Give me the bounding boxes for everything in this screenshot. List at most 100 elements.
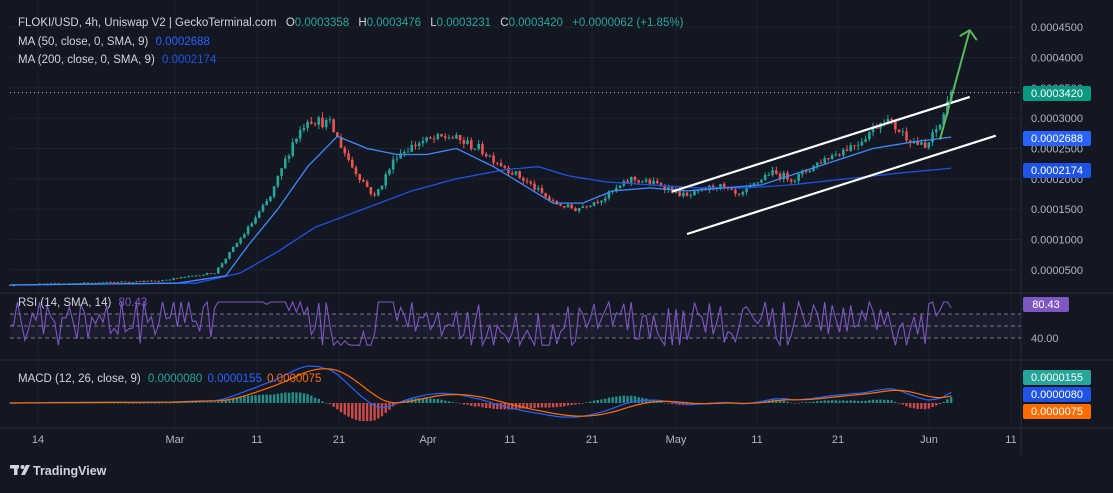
macd-hist-bar [890,400,893,403]
macd-hist-bar [886,399,890,403]
candle-body [804,170,808,172]
price-tick-label: 0.0002500 [1031,143,1083,155]
macd-hist-bar [280,393,283,403]
candle-body [187,275,190,278]
macd-hist-bar [198,402,201,403]
rsi-line [9,299,952,348]
price-scale[interactable]: 0.00045000.00040000.00035000.00030000.00… [1031,22,1083,277]
candle-body [120,281,123,283]
candle-body [607,191,611,199]
macd-hist-bar [507,403,510,410]
candle-body [135,281,138,283]
channel-upper-line[interactable] [671,95,971,193]
tradingview-logo[interactable]: TradingView [10,464,107,478]
macd-hist-bar [488,403,492,409]
candle-body [648,179,652,184]
macd-hist-bar [659,401,663,403]
macd-hist-bar [548,403,551,408]
candle-body [462,140,466,144]
candle-body [927,142,931,148]
trend-arrow[interactable] [939,29,971,140]
candle-body [399,153,402,159]
candle-body [287,155,291,159]
candle-body [332,119,335,133]
channel-lower-line[interactable] [686,134,997,236]
macd-hist-bar [589,401,592,403]
candle-body [894,120,897,130]
macd-hist-bar [674,403,678,405]
macd-hist-bar [875,399,878,403]
candle-body [324,120,328,128]
macd-hist-bar [276,393,280,403]
macd-hist-bar [626,395,629,403]
macd-hist-bar [109,402,112,404]
macd-hist-bar [533,403,536,409]
candle-body [429,137,432,139]
candle-body [451,137,454,139]
candle-body [830,155,834,160]
macd-hist-bar [339,403,343,413]
macd-hist-bar [804,402,808,403]
macd-hist-bar [302,393,306,403]
time-tick-label: Jun [920,434,938,446]
candle-body [834,154,838,156]
macd-hist-bar [343,403,346,415]
candle-body [871,126,875,133]
macd-hist-bar [254,395,257,403]
legend-macd[interactable]: MACD (12, 26, close, 9) 0.0000080 0.0000… [18,373,321,385]
candle-body [577,208,581,212]
candle-body [283,158,287,169]
time-scale[interactable]: 14 Mar 11 21 Apr 11 21 May 11 21 Jun 11 [32,434,1017,446]
candle-body [350,159,354,168]
macd-hist-bar [124,402,127,404]
candle-body [514,171,518,175]
candle-body [161,280,164,282]
macd-hist-bar [131,403,134,404]
macd-hist-bar [79,402,82,404]
candle-body [302,127,306,130]
candle-body [146,280,149,282]
macd-hist-bar [243,396,246,403]
macd-hist-bar [879,399,882,403]
ma50-line [9,135,952,286]
macd-hist-bar [856,400,860,403]
macd-hist-bar [139,403,142,404]
candle-body [373,193,376,196]
candle-body [280,168,283,176]
symbol-title: FLOKI/USD, 4h, Uniswap V2 | GeckoTermina… [18,17,277,29]
macd-hist-bar [678,403,681,406]
candle-body [897,129,901,132]
candle-body [711,185,715,189]
macd-hist-bar [150,402,153,404]
legend-rsi[interactable]: RSI (14, SMA, 14) 80.43 [18,297,147,309]
macd-hist-bar [566,403,570,406]
legend-ma200[interactable]: MA (200, close, 0, SMA, 9) 0.0002174 [18,54,217,66]
svg-text:0.0002688: 0.0002688 [1031,133,1083,145]
candle-body [886,119,890,124]
candle-body [916,141,919,145]
macd-hist-bar [946,399,949,403]
candle-body [94,282,97,284]
macd-hist-bar [793,403,797,404]
macd-hist-bar [670,403,674,405]
time-tick-label: 11 [251,434,262,446]
time-tick-label: Apr [419,434,436,446]
candle-body [421,141,425,144]
macd-hist-bar [269,394,272,403]
macd-hist-bar [853,400,856,403]
candle-body [384,174,388,186]
macd-hist-bar [938,403,942,404]
candle-body [827,158,830,160]
macd-hist-bar [161,402,164,404]
legend-symbol-line[interactable]: FLOKI/USD, 4h, Uniswap V2 | GeckoTermina… [18,17,684,29]
candle-body [856,145,860,147]
candle-body [455,135,458,139]
macd-hist-bar [295,392,298,403]
candle-body [722,183,726,188]
candle-body [682,192,685,197]
price-tick-label: 0.0000500 [1031,265,1083,277]
legend-ma50[interactable]: MA (50, close, 0, SMA, 9) 0.0002688 [18,36,210,48]
candle-body [815,162,819,166]
macd-hist-bar [838,400,841,403]
